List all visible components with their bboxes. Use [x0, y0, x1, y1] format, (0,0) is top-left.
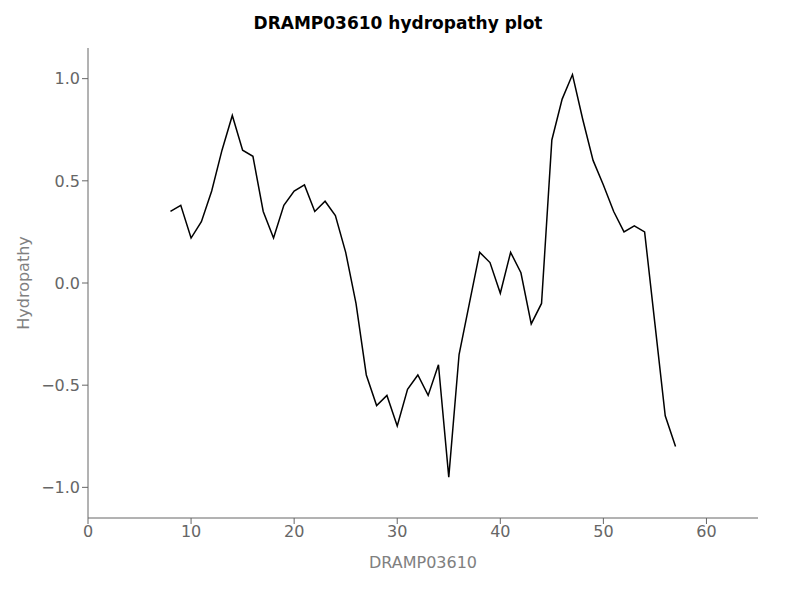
svg-text:1.0: 1.0: [55, 69, 80, 88]
html-text:DRAMP03610 hydropathy plot: DRAMP03610 hydropathy plot: [253, 13, 543, 33]
svg-text:30: 30: [387, 522, 407, 541]
svg-text:60: 60: [696, 522, 716, 541]
svg-text:0: 0: [83, 522, 93, 541]
svg-text:−1.0: −1.0: [41, 478, 80, 497]
svg-text:Hydropathy: Hydropathy: [14, 236, 33, 330]
svg-text:40: 40: [490, 522, 510, 541]
svg-text:50: 50: [593, 522, 613, 541]
svg-text:0.5: 0.5: [55, 172, 80, 191]
svg-text:0.0: 0.0: [55, 274, 80, 293]
svg-text:−0.5: −0.5: [41, 376, 80, 395]
svg-text:20: 20: [284, 522, 304, 541]
svg-text:10: 10: [181, 522, 201, 541]
svg-text:DRAMP03610: DRAMP03610: [369, 553, 477, 572]
